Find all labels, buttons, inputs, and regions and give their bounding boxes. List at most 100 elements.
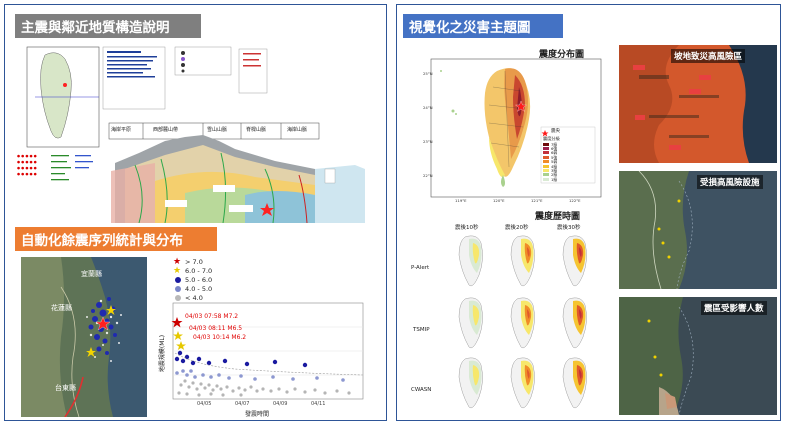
intensity-swatch <box>543 155 549 159</box>
lon-tick: 122°E <box>569 198 581 203</box>
history-mini-map <box>458 297 483 349</box>
lat-tick: 23°N <box>423 139 433 144</box>
intensity-legend-row: 1級 <box>543 177 593 182</box>
history-mini-map <box>458 235 483 287</box>
county-label-hualien: 花蓮縣 <box>51 304 72 312</box>
section-title-geology: 主震與鄰近地質構造說明 <box>15 14 201 38</box>
history-column-label: 震後20秒 <box>505 225 529 231</box>
aftershock-map-image <box>21 257 147 417</box>
intensity-map-image <box>430 58 602 198</box>
geo-region-label: 海岸平原 <box>111 127 132 133</box>
thumb-title: 坡地致災高風險區 <box>671 49 746 63</box>
intensity-level-label: 5弱 <box>551 159 558 165</box>
intensity-legend-row: 6弱 <box>543 150 593 156</box>
intensity-history-grid: 震後10秒 震後20秒 震後30秒 P-Alert TSMIP CWASN <box>399 221 613 417</box>
intensity-map: 震央 震度分級 7級 6強 6弱 5強 5弱 4級 3級 2級 1級 119°E 120°E 1… <box>423 57 603 205</box>
county-label-taitung: 台東縣 <box>55 384 76 392</box>
intensity-level-label: 2級 <box>551 172 558 178</box>
history-row-label: CWASN <box>411 387 432 393</box>
aftershock-scatter-plot <box>171 302 364 400</box>
county-label-yilan: 宜蘭縣 <box>81 270 102 278</box>
facility-risk-image <box>619 171 777 289</box>
geo-region-label: 海岸山脈 <box>287 127 308 133</box>
star-icon: ★ <box>173 257 182 266</box>
facility-risk-map: 受損高風險設施 <box>619 171 777 289</box>
circle-icon <box>175 295 181 301</box>
intensity-level-label: 6強 <box>551 145 558 151</box>
history-column-label: 震後10秒 <box>455 225 479 231</box>
scatter-ylabel: 地震規模(ML) <box>159 334 167 373</box>
aftershock-map: 宜蘭縣 花蓮縣 台東縣 <box>21 257 147 417</box>
affected-population-map: 震區受影響人數 <box>619 297 777 415</box>
geo-region-label: 西部麓山帶 <box>153 127 179 133</box>
history-row-label: P-Alert <box>411 265 430 271</box>
affected-population-image <box>619 297 777 415</box>
section-title-aftershock: 自動化餘震序列統計與分布 <box>15 227 217 251</box>
intensity-level-label: 5強 <box>551 154 558 160</box>
intensity-map-title: 震度分布圖 <box>539 50 585 60</box>
event-annotation: 04/03 10:14 M6.2 <box>193 334 247 341</box>
intensity-legend-row: 6強 <box>543 145 593 151</box>
intensity-legend-row: 5強 <box>543 154 593 160</box>
intensity-swatch <box>543 164 549 168</box>
landslide-risk-map: 坡地致災高風險區 <box>619 45 777 163</box>
intensity-swatch <box>543 168 549 172</box>
intensity-swatch <box>543 173 549 177</box>
lat-tick: 25°N <box>423 71 433 76</box>
intensity-level-label: 6弱 <box>551 150 558 156</box>
legend-label: 5.0 - 6.0 <box>185 276 213 284</box>
scatter-xtick: 04/09 <box>273 401 288 407</box>
intensity-level-label: 4級 <box>551 163 558 169</box>
lat-tick: 22°N <box>423 173 433 178</box>
intensity-swatch <box>543 146 549 150</box>
scatter-xlabel: 發震時間 <box>245 411 270 418</box>
magnitude-legend: ★ > 7.0 ★ 6.0 - 7.0 5.0 - 6.0 4.0 - 5.0 … <box>173 257 263 303</box>
star-icon: ★ <box>173 265 182 275</box>
intensity-level-label: 3級 <box>551 167 558 173</box>
history-maps <box>458 235 587 409</box>
intensity-level-label: 7級 <box>551 141 558 147</box>
history-title: 震度歷時圖 <box>535 212 581 222</box>
svg-text:● ● ● ● ●: ● ● ● ● ● <box>17 154 37 158</box>
legend-label: 6.0 - 7.0 <box>185 267 213 275</box>
legend-label: 4.0 - 5.0 <box>185 285 213 293</box>
thumb-title: 震區受影響人數 <box>701 301 767 315</box>
event-annotation: 04/03 07:58 M7.2 <box>185 313 239 320</box>
landslide-risk-image <box>619 45 777 163</box>
intensity-swatch <box>543 142 549 146</box>
lat-tick: 24°N <box>423 105 433 110</box>
history-column-label: 震後30秒 <box>557 225 581 231</box>
circle-icon <box>175 286 181 292</box>
scatter-xtick: 04/07 <box>235 401 250 407</box>
history-mini-map <box>510 297 535 349</box>
intensity-swatch <box>543 177 549 181</box>
history-mini-map <box>562 235 587 287</box>
legend-label: < 4.0 <box>185 294 203 302</box>
intensity-swatch <box>543 160 549 164</box>
circle-icon <box>175 277 181 283</box>
lon-tick: 119°E <box>455 198 467 203</box>
history-mini-map <box>510 235 535 287</box>
intensity-legend-row: 7級 <box>543 141 593 147</box>
history-mini-map <box>562 357 587 409</box>
intensity-legend-row: 2級 <box>543 172 593 178</box>
right-panel: 視覺化之災害主題圖 震度分布圖 震央 震度分級 7 <box>396 4 781 421</box>
history-mini-map <box>458 357 483 409</box>
event-annotation: 04/03 08:11 M6.5 <box>189 325 243 332</box>
scatter-xtick: 04/05 <box>197 401 212 407</box>
svg-text:● ● ● ● ●: ● ● ● ● ● <box>17 160 37 164</box>
scatter-xtick: 04/11 <box>311 401 326 407</box>
left-panel: 主震與鄰近地質構造說明 ● ● ● ● ● ● ● <box>4 4 387 421</box>
svg-text:● ● ● ● ●: ● ● ● ● ● <box>17 172 37 176</box>
intensity-swatch <box>543 151 549 155</box>
svg-text:● ● ● ● ●: ● ● ● ● ● <box>17 166 37 170</box>
legend-label: > 7.0 <box>185 258 203 266</box>
intensity-legend-row: 3級 <box>543 167 593 173</box>
geo-region-label: 雪山山脈 <box>207 127 228 133</box>
lon-tick: 121°E <box>531 198 543 203</box>
intensity-legend-row: 5弱 <box>543 159 593 165</box>
geo-region-label: 脊樑山脈 <box>246 127 267 133</box>
thumb-title: 受損高風險設施 <box>697 175 763 189</box>
section-title-disaster-maps: 視覺化之災害主題圖 <box>403 14 563 38</box>
geology-diagram: ● ● ● ● ● ● ● ● ● ● ● ● ● ● ● ● ● ● ● ● <box>17 46 365 223</box>
